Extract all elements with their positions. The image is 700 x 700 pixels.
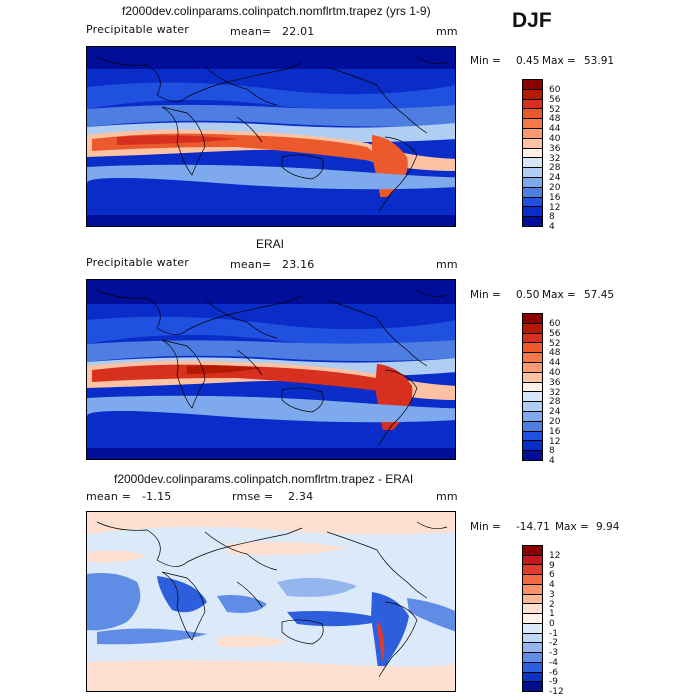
colorbar-label: 60 [549, 318, 561, 329]
panel-1-colorbar: 60 56 52 48 44 40 36 32 28 24 20 16 12 8 4 [522, 79, 560, 232]
panel-1-max-value: 53.91 [584, 55, 615, 67]
colorbar-label: 16 [549, 426, 561, 437]
colorbar-label: 48 [549, 114, 561, 125]
panel-3-rmse-value: 2.34 [288, 490, 314, 503]
panel-2-map [86, 279, 456, 460]
colorbar-label: 4 [549, 580, 555, 591]
panel-3-mean-value: -1.15 [142, 490, 172, 503]
colorbar-label: 28 [549, 163, 561, 174]
colorbar-label: 52 [549, 104, 561, 115]
panel-1-title: f2000dev.colinparams.colinpatch.nomflrtm… [122, 4, 431, 18]
colorbar-label: 36 [549, 377, 561, 388]
panel-1-variable: Precipitable water [86, 23, 189, 36]
panel-2-max-value: 57.45 [584, 289, 615, 301]
panel-1-max-label: Max = [542, 55, 576, 67]
colorbar-label: -6 [549, 667, 558, 678]
panel-3-rmse-label: rmse = [232, 490, 274, 503]
panel-1-units: mm [436, 25, 458, 38]
colorbar-label: 16 [549, 192, 561, 203]
colorbar-label: 12 [549, 202, 561, 213]
colorbar-label: -3 [549, 648, 558, 659]
colorbar-label: 20 [549, 182, 561, 193]
colorbar-label: 36 [549, 143, 561, 154]
colorbar-label: 6 [549, 570, 555, 581]
colorbar-label: 40 [549, 367, 561, 378]
panel-1-min-value: 0.45 [516, 55, 540, 67]
panel-2-title: ERAI [256, 237, 285, 251]
colorbar-label: 44 [549, 124, 561, 135]
panel-2-mean-value: 23.16 [282, 258, 315, 271]
colorbar-label: 44 [549, 358, 561, 369]
season-label: DJF [512, 9, 552, 32]
colorbar-label: 32 [549, 387, 561, 398]
colorbar-label: 9 [549, 560, 555, 571]
panel-1-mean-value: 22.01 [282, 25, 315, 38]
colorbar-label: 8 [549, 212, 555, 223]
colorbar-label: 4 [549, 222, 555, 233]
colorbar-label: 8 [549, 446, 555, 457]
panel-2-max-label: Max = [542, 289, 576, 301]
panel-3-min-label: Min = [470, 521, 501, 533]
colorbar-label: 48 [549, 348, 561, 359]
colorbar-segment [522, 216, 543, 227]
colorbar-label: 28 [549, 397, 561, 408]
colorbar-label: 20 [549, 416, 561, 427]
colorbar-label: 24 [549, 407, 561, 418]
panel-3-field [87, 512, 455, 691]
colorbar-label: 2 [549, 599, 555, 610]
panel-1-field [87, 47, 455, 226]
panel-1-min-label: Min = [470, 55, 501, 67]
colorbar-label: 52 [549, 338, 561, 349]
panel-3-map [86, 511, 456, 692]
colorbar-label: 0 [549, 619, 555, 629]
colorbar-label: 40 [549, 133, 561, 144]
panel-3-min-value: -14.71 [516, 521, 550, 533]
colorbar-label: 12 [549, 436, 561, 447]
panel-1-mean-label: mean= [230, 25, 272, 38]
colorbar-label: 12 [549, 550, 561, 561]
colorbar-label: -9 [549, 677, 558, 688]
panel-3-max-value: 9.94 [596, 521, 620, 533]
colorbar-segment [522, 681, 543, 692]
colorbar-label: 60 [549, 84, 561, 95]
panel-3-units: mm [436, 490, 458, 503]
panel-2-colorbar: 60 56 52 48 44 40 36 32 28 24 20 16 12 8 4 [522, 313, 560, 466]
colorbar-label: -12 [549, 687, 564, 698]
colorbar-segment [522, 450, 543, 461]
panel-2-mean-label: mean= [230, 258, 272, 271]
panel-3-colorbar: 12 9 6 4 3 2 1 0 -1 -2 -3 -4 -6 -9 -12 [522, 545, 564, 697]
panel-2-variable: Precipitable water [86, 256, 189, 269]
colorbar-label: 24 [549, 173, 561, 184]
panel-1-map [86, 46, 456, 227]
panel-3-max-label: Max = [555, 521, 589, 533]
colorbar-label: -4 [549, 657, 558, 668]
colorbar-label: 1 [549, 609, 555, 620]
colorbar-label: 56 [549, 328, 561, 339]
colorbar-label: 3 [549, 589, 555, 600]
panel-2-units: mm [436, 258, 458, 271]
panel-3-mean-label: mean = [86, 490, 132, 503]
colorbar-label: -1 [549, 628, 558, 639]
colorbar-label: -2 [549, 638, 558, 649]
panel-2-field [87, 280, 455, 459]
panel-3-title: f2000dev.colinparams.colinpatch.nomflrtm… [114, 472, 414, 486]
panel-2-min-value: 0.50 [516, 289, 540, 301]
colorbar-label: 4 [549, 456, 555, 467]
panel-2-min-label: Min = [470, 289, 501, 301]
colorbar-label: 32 [549, 153, 561, 164]
colorbar-label: 56 [549, 94, 561, 105]
